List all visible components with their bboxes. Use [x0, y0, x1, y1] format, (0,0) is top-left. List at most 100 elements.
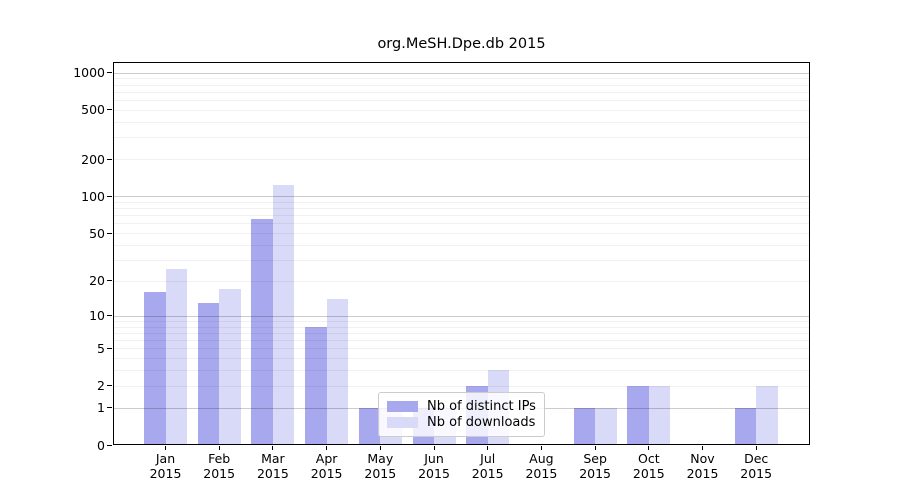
gridline-minor-500: [113, 109, 810, 111]
x-tick-label-line: Sep: [583, 451, 607, 466]
gridline-minor-400: [113, 121, 810, 123]
y-tick-label-0: 0: [97, 437, 105, 453]
x-tick-label-line: 2015: [579, 466, 611, 481]
y-tick-mark-1000: [107, 72, 112, 74]
y-tick-mark-200: [107, 158, 112, 160]
x-tick-label-line: Mar: [261, 451, 285, 466]
y-tick-label-100: 100: [81, 188, 105, 204]
bar-nb-of-distinct-ips-sep-2015: [573, 407, 596, 445]
bar-nb-of-downloads-apr-2015: [326, 299, 349, 445]
gridline-minor-40: [113, 244, 810, 246]
x-tick-label-line: 2015: [632, 466, 665, 481]
x-tick-label-line: 2015: [525, 466, 558, 481]
gridline-minor-300: [113, 137, 810, 139]
x-tick-label-line: Dec: [744, 451, 769, 466]
y-tick-label-200: 200: [81, 151, 105, 167]
x-tick-mark-jul-2015: [487, 446, 489, 450]
legend-label-distinct-ips: Nb of distinct IPs: [427, 398, 536, 414]
y-tick-mark-500: [107, 109, 112, 111]
y-tick-mark-20: [107, 280, 112, 282]
gridline-minor-2: [113, 385, 810, 387]
y-tick-mark-50: [107, 232, 112, 234]
x-tick-label-line: 2015: [203, 466, 236, 481]
x-tick-label-apr-2015: Apr 2015: [291, 451, 363, 481]
bar-nb-of-downloads-oct-2015: [648, 385, 671, 445]
x-tick-label-aug-2015: Aug 2015: [505, 451, 577, 481]
legend-swatch-downloads-icon: [387, 417, 418, 429]
x-tick-label-line: Jul: [480, 451, 496, 466]
x-tick-label-line: 2015: [740, 466, 773, 481]
bar-nb-of-distinct-ips-jan-2015: [144, 292, 166, 445]
x-tick-label-mar-2015: Mar 2015: [237, 451, 309, 481]
y-tick-label-2: 2: [97, 378, 105, 394]
x-tick-label-line: Apr: [315, 451, 338, 466]
x-tick-label-line: Feb: [208, 451, 231, 466]
bar-nb-of-distinct-ips-feb-2015: [197, 302, 220, 445]
x-tick-label-line: 2015: [686, 466, 719, 481]
x-tick-label-line: Jun: [424, 451, 444, 466]
legend-label-downloads: Nb of downloads: [427, 415, 536, 431]
gridline-minor-70: [113, 215, 810, 217]
gridline-minor-80: [113, 208, 810, 210]
x-tick-mark-mar-2015: [272, 446, 274, 450]
gridline-minor-4: [113, 358, 810, 360]
gridline-minor-8: [113, 326, 810, 328]
x-tick-label-line: 2015: [364, 466, 397, 481]
y-tick-mark-0: [107, 444, 112, 446]
x-tick-label-line: 2015: [256, 466, 289, 481]
bar-nb-of-downloads-jan-2015: [165, 269, 187, 445]
x-tick-label-line: 2015: [418, 466, 450, 481]
gridline-minor-600: [113, 100, 810, 102]
x-tick-label-jun-2015: Jun 2015: [398, 451, 470, 481]
x-tick-mark-aug-2015: [540, 446, 542, 450]
bar-nb-of-downloads-feb-2015: [219, 289, 241, 445]
x-tick-mark-oct-2015: [648, 446, 650, 450]
gridline-minor-20: [113, 280, 810, 282]
x-tick-label-line: Jan: [155, 451, 176, 466]
bar-nb-of-distinct-ips-may-2015: [358, 407, 381, 445]
y-tick-mark-2: [107, 385, 112, 387]
x-tick-label-dec-2015: Dec 2015: [720, 451, 792, 481]
x-tick-mark-sep-2015: [594, 446, 596, 450]
bar-nb-of-downloads-dec-2015: [756, 385, 778, 445]
x-tick-label-line: 2015: [471, 466, 504, 481]
plot-area: [113, 62, 810, 445]
y-tick-mark-1: [107, 407, 112, 409]
bar-nb-of-distinct-ips-oct-2015: [627, 385, 649, 445]
gridline-major-100: [113, 196, 810, 198]
gridline-minor-30: [113, 259, 810, 261]
x-tick-label-feb-2015: Feb 2015: [183, 451, 255, 481]
gridline-minor-5: [113, 348, 810, 350]
x-tick-label-line: Oct: [637, 451, 660, 466]
x-tick-label-oct-2015: Oct 2015: [613, 451, 685, 481]
y-tick-mark-5: [107, 347, 112, 349]
x-tick-label-line: 2015: [149, 466, 182, 481]
x-tick-label-nov-2015: Nov 2015: [667, 451, 739, 481]
gridline-minor-700: [113, 91, 810, 93]
chart-title: org.MeSH.Dpe.db 2015: [377, 36, 546, 52]
x-tick-label-line: Nov: [690, 451, 715, 466]
gridline-minor-60: [113, 223, 810, 225]
gridline-minor-3: [113, 370, 810, 372]
y-tick-label-1: 1: [97, 400, 105, 416]
bar-nb-of-distinct-ips-apr-2015: [305, 326, 327, 445]
legend-swatch-distinct-ips-icon: [387, 400, 418, 412]
x-tick-mark-jun-2015: [433, 446, 435, 450]
x-tick-mark-dec-2015: [755, 446, 757, 450]
y-tick-label-500: 500: [81, 102, 105, 118]
gridline-major-1000: [113, 72, 810, 74]
legend-item-distinct-ips: Nb of distinct IPs: [387, 399, 536, 414]
y-tick-label-1000: 1000: [73, 65, 105, 81]
bar-nb-of-downloads-sep-2015: [595, 407, 617, 445]
x-tick-mark-may-2015: [379, 446, 381, 450]
y-tick-label-5: 5: [97, 340, 105, 356]
x-tick-label-line: 2015: [310, 466, 343, 481]
x-tick-mark-apr-2015: [326, 446, 328, 450]
y-tick-mark-10: [107, 315, 112, 317]
x-tick-label-jan-2015: Jan 2015: [130, 451, 202, 481]
gridline-minor-900: [113, 78, 810, 80]
x-tick-label-jul-2015: Jul 2015: [452, 451, 524, 481]
gridline-minor-7: [113, 332, 810, 334]
x-tick-label-may-2015: May 2015: [344, 451, 416, 481]
